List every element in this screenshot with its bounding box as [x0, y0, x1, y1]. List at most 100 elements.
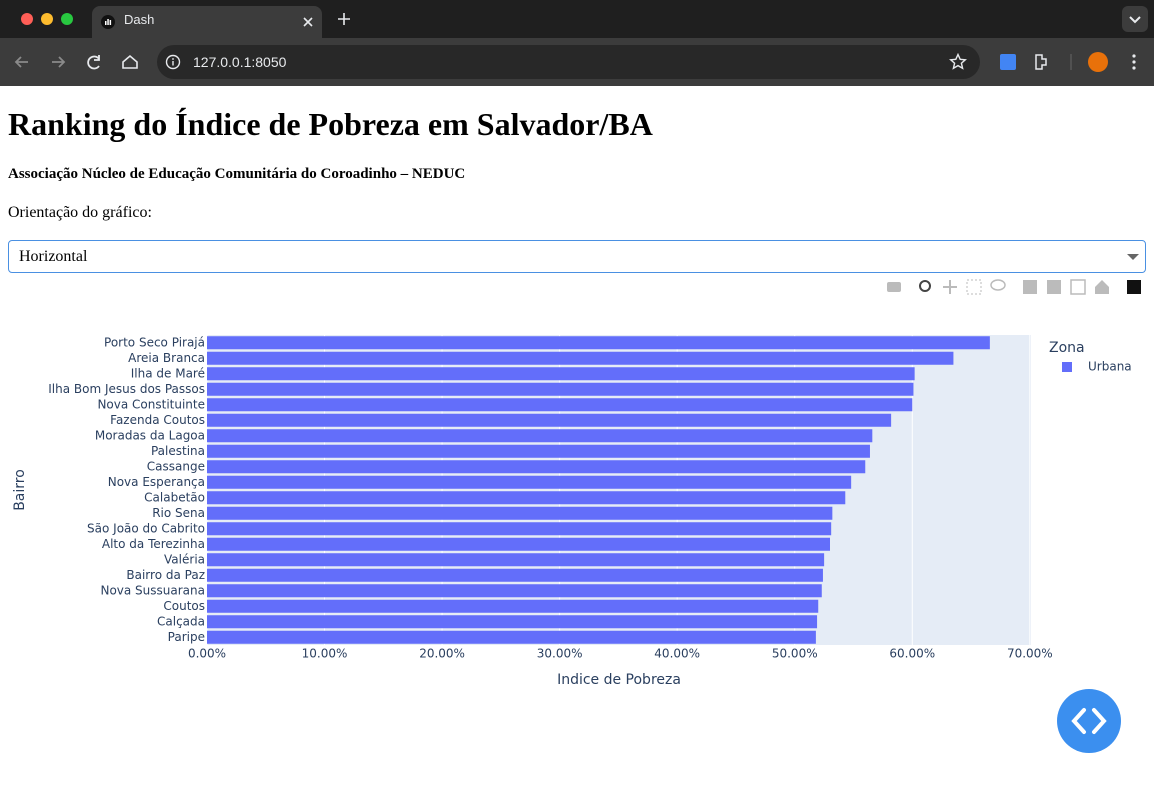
tab-menu[interactable]: [1122, 6, 1148, 32]
x-tick-label: 10.00%: [302, 647, 348, 661]
x-tick-label: 40.00%: [654, 647, 700, 661]
modebar-zoom-out[interactable]: [1047, 280, 1061, 294]
y-tick-label: Ilha Bom Jesus dos Passos: [48, 382, 205, 396]
dropdown[interactable]: Horizontal: [8, 240, 1146, 273]
legend-swatch: [1062, 362, 1072, 372]
bar: [207, 429, 873, 443]
x-tick-label: 60.00%: [889, 647, 935, 661]
profile[interactable]: [1088, 52, 1108, 72]
y-tick-label: Nova Constituinte: [97, 397, 205, 411]
y-tick-label: Palestina: [151, 444, 205, 458]
address-bar[interactable]: 127.0.0.1:8050: [157, 45, 980, 79]
dropdown-arrow[interactable]: [1127, 254, 1139, 262]
subtitle: Associação Núcleo de Educação Comunitári…: [8, 166, 466, 182]
translate-ext[interactable]: [1000, 54, 1016, 70]
bar: [207, 460, 866, 474]
site-info[interactable]: [165, 54, 181, 70]
y-tick-label: Fazenda Coutos: [110, 413, 205, 427]
y-tick-label: Calabetão: [144, 490, 205, 504]
back[interactable]: [14, 56, 28, 68]
y-tick-label: Valéria: [164, 552, 205, 566]
bar: [207, 553, 825, 567]
bar: [207, 398, 913, 412]
zoom-button[interactable]: [61, 13, 73, 25]
y-tick-label: Ilha de Maré: [131, 366, 205, 380]
y-tick-label: Areia Branca: [128, 351, 205, 365]
bar: [207, 367, 915, 381]
modebar-zoom-in[interactable]: [1023, 280, 1037, 294]
legend-title: Zona: [1049, 340, 1085, 356]
dropdown-value: Horizontal: [19, 248, 88, 265]
dropdown-label: Orientação do gráfico:: [8, 204, 152, 221]
legend-label: Urbana: [1088, 360, 1132, 374]
bar: [207, 491, 846, 505]
plot-background: [207, 335, 1031, 645]
bar: [207, 444, 870, 458]
reload[interactable]: [87, 55, 100, 70]
x-tick-label: 0.00%: [188, 647, 226, 661]
modebar: [887, 279, 1141, 295]
y-tick-label: São João do Cabrito: [87, 521, 205, 535]
menu[interactable]: [1132, 54, 1136, 70]
y-tick-label: Alto da Terezinha: [102, 537, 205, 551]
extensions: [1000, 52, 1136, 72]
bar: [207, 537, 830, 551]
tab[interactable]: Dash: [92, 6, 322, 38]
tab-icon: [101, 15, 115, 29]
bar: [207, 336, 990, 350]
bar: [207, 413, 892, 427]
modebar-reset[interactable]: [1095, 280, 1109, 294]
bar: [207, 382, 914, 396]
bar: [207, 599, 819, 613]
bar: [207, 475, 852, 489]
tab-title: Dash: [124, 12, 155, 27]
bar: [207, 351, 954, 365]
x-tick-label: 30.00%: [537, 647, 583, 661]
modebar-zoom[interactable]: [919, 280, 931, 292]
y-tick-label: Nova Sussuarana: [100, 583, 205, 597]
bar: [207, 615, 818, 629]
toolbar: 127.0.0.1:8050: [0, 38, 1154, 86]
bookmark-star[interactable]: [949, 53, 967, 71]
page-title: Ranking do Índice de Pobreza em Salvador…: [8, 106, 653, 142]
home[interactable]: [122, 54, 138, 69]
modebar-plotly[interactable]: [1127, 280, 1141, 294]
y-tick-label: Nova Esperança: [108, 475, 205, 489]
nav-buttons: [14, 54, 138, 70]
y-tick-label: Bairro da Paz: [126, 568, 205, 582]
close-button[interactable]: [21, 13, 33, 25]
bar: [207, 522, 832, 536]
tab-close[interactable]: [302, 16, 314, 28]
y-tick-label: Porto Seco Pirajá: [104, 335, 205, 349]
url: 127.0.0.1:8050: [193, 54, 287, 70]
bar: [207, 630, 816, 644]
y-tick-label: Moradas da Lagoa: [95, 428, 205, 442]
dev-tools-button[interactable]: [1056, 688, 1122, 754]
bar: [207, 584, 822, 598]
modebar-lasso[interactable]: [990, 279, 1006, 291]
x-tick-label: 20.00%: [419, 647, 465, 661]
y-tick-label: Cassange: [147, 459, 205, 473]
x-tick-label: 70.00%: [1007, 647, 1053, 661]
chart: 0.00% 10.00% 20.00% 30.00% 40.00% 50.00% 60.00…: [12, 335, 1132, 688]
window-controls: [21, 13, 73, 25]
y-axis-title: Bairro: [12, 469, 28, 511]
modebar-select[interactable]: [966, 279, 982, 295]
modebar-camera[interactable]: [887, 282, 901, 292]
y-tick-label: Paripe: [168, 630, 205, 644]
y-tick-label: Rio Sena: [152, 506, 205, 520]
new-tab[interactable]: [337, 12, 351, 26]
x-tick-label: 50.00%: [772, 647, 818, 661]
tab-strip: Dash: [0, 0, 1154, 38]
y-tick-label: Calçada: [157, 614, 205, 628]
forward[interactable]: [52, 56, 66, 68]
extensions-button[interactable]: [1035, 54, 1047, 70]
x-axis-title: Indice de Pobreza: [557, 672, 681, 688]
bar: [207, 568, 823, 582]
modebar-autoscale[interactable]: [1070, 279, 1086, 295]
minimize-button[interactable]: [41, 13, 53, 25]
bar: [207, 506, 833, 520]
y-tick-label: Coutos: [163, 599, 205, 613]
modebar-pan[interactable]: [943, 280, 957, 294]
